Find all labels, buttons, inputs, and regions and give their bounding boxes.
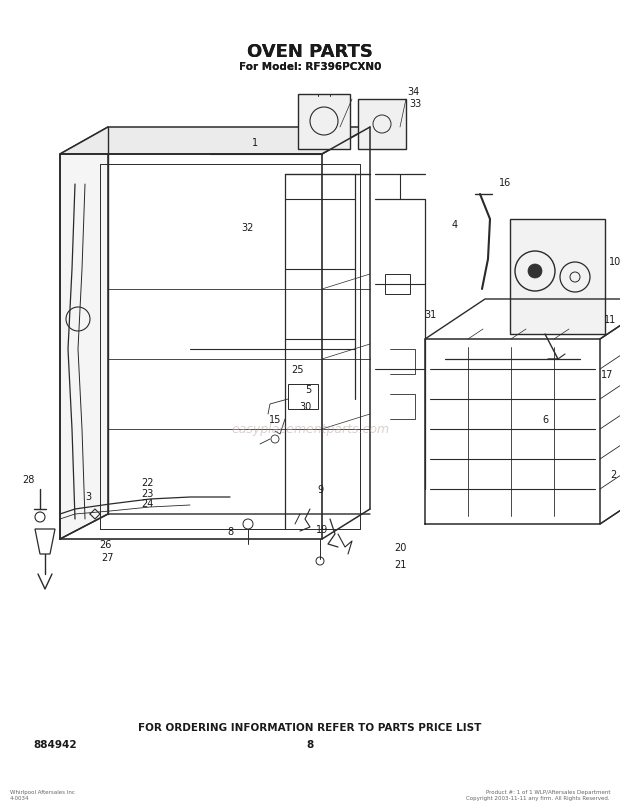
Bar [358,100,406,150]
Text: 1: 1 [252,138,258,148]
Text: 11: 11 [604,315,616,324]
Text: OVEN PARTS: OVEN PARTS [247,43,373,61]
Bar [385,275,410,295]
Text: 20: 20 [394,542,406,552]
Text: 24: 24 [141,499,153,508]
Polygon shape [60,128,108,540]
Text: FOR ORDERING INFORMATION REFER TO PARTS PRICE LIST: FOR ORDERING INFORMATION REFER TO PARTS … [138,722,482,732]
Bar [510,220,605,335]
Text: 10: 10 [609,257,620,267]
Text: 884942: 884942 [33,739,77,749]
Text: 32: 32 [242,222,254,233]
Text: 16: 16 [499,177,511,188]
Text: 23: 23 [141,488,153,499]
Text: easyplacementparts.com: easyplacementparts.com [231,423,389,436]
Text: Product #: 1 of 1 WLP/Aftersales Department
Copyright 2003-11-11 any firm. All R: Product #: 1 of 1 WLP/Aftersales Departm… [466,789,610,800]
Text: Whirlpool Aftersales Inc
4-0034: Whirlpool Aftersales Inc 4-0034 [10,789,75,800]
Text: 15: 15 [269,414,281,425]
Text: 5: 5 [305,385,311,394]
Text: 27: 27 [102,552,114,562]
Text: 33: 33 [409,99,421,109]
Text: 28: 28 [22,475,34,484]
Polygon shape [60,128,370,155]
Text: 3: 3 [85,491,91,501]
Text: 31: 31 [424,310,436,320]
Text: 6: 6 [542,414,548,425]
Polygon shape [35,529,55,554]
Text: 4: 4 [452,220,458,230]
Circle shape [528,265,542,279]
Bar [288,385,318,410]
Text: OVEN PARTS: OVEN PARTS [247,43,373,61]
Text: 8: 8 [306,739,314,749]
Text: 8: 8 [227,526,233,536]
Text: 9: 9 [317,484,323,495]
Text: For Model: RF396PCXN0: For Model: RF396PCXN0 [239,62,381,72]
Text: 19: 19 [316,524,328,534]
Bar [298,95,350,150]
Text: 2: 2 [610,470,616,479]
Text: 34: 34 [407,87,419,97]
Text: 30: 30 [299,402,311,411]
Text: 22: 22 [141,478,153,487]
Text: For Model: RF396PCXN0: For Model: RF396PCXN0 [239,62,381,72]
Text: 21: 21 [394,560,406,569]
Text: 17: 17 [601,369,613,380]
Text: 26: 26 [99,540,111,549]
Text: 25: 25 [292,365,304,374]
